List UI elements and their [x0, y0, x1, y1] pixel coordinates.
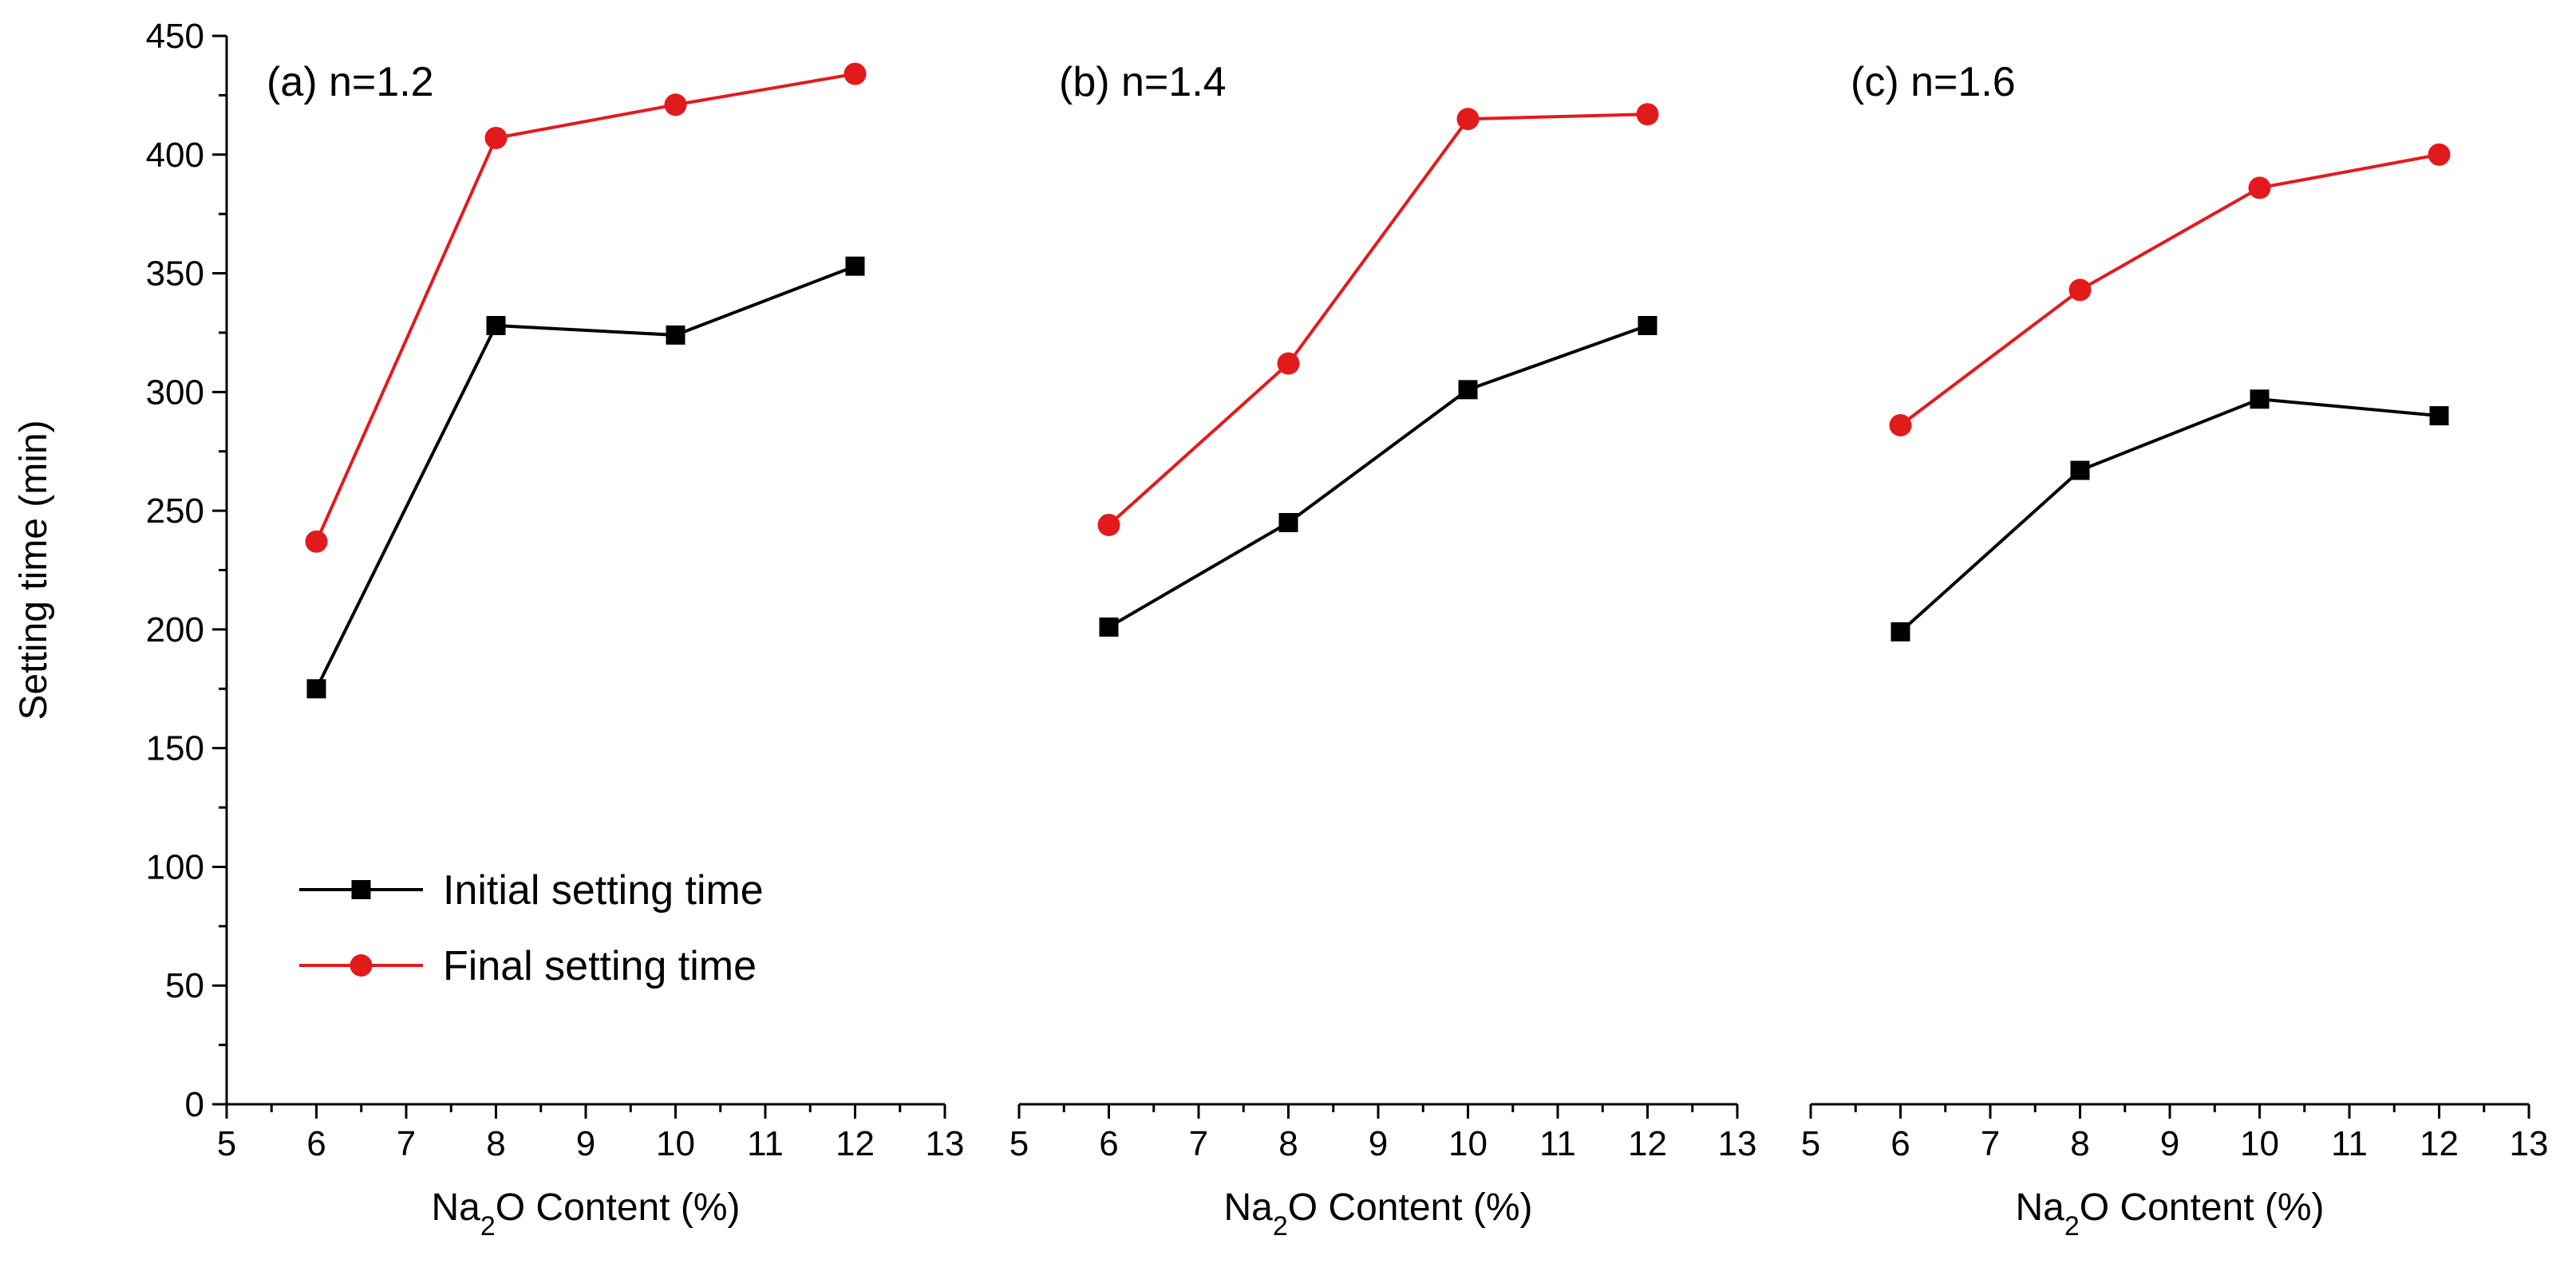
- data-point-final: [1277, 352, 1300, 375]
- y-tick-label: 0: [185, 1085, 204, 1124]
- x-axis-title: Na2O Content (%): [2015, 1186, 2324, 1241]
- y-tick-label: 250: [146, 491, 204, 531]
- x-tick-label: 10: [2240, 1124, 2279, 1163]
- legend: Initial setting time Final setting time: [299, 867, 764, 989]
- data-point-final: [1889, 413, 1912, 436]
- x-tick-label: 11: [2331, 1124, 2368, 1163]
- x-tick-label: 9: [2160, 1124, 2179, 1163]
- data-point-initial: [306, 679, 326, 699]
- x-tick-label: 6: [1099, 1124, 1118, 1163]
- x-tick-label: 6: [1891, 1124, 1910, 1163]
- x-tick-label: 9: [1369, 1124, 1388, 1163]
- legend-marker: [350, 954, 373, 977]
- series-line-final: [314, 72, 855, 543]
- data-point-initial: [2429, 406, 2449, 426]
- series-line-initial: [1899, 397, 2440, 634]
- data-point-final: [2248, 176, 2271, 199]
- data-point-initial: [2070, 460, 2090, 480]
- data-point-final: [1456, 108, 1480, 131]
- series-line-final: [1899, 152, 2440, 427]
- panel-3: 5 6 7 8 9 10 11 12 13 Na2O Content (%) (c) n=1.6: [1801, 59, 2549, 1241]
- x-tick-label: 12: [836, 1124, 875, 1163]
- x-tick-label: 12: [1628, 1124, 1667, 1163]
- legend-label: Final setting time: [443, 943, 757, 989]
- panel-2: 5 6 7 8 9 10 11 12 13 Na2O Content (%) (b) n=1.4: [1009, 59, 1757, 1241]
- x-tick-label: 11: [747, 1124, 784, 1163]
- x-tick-label: 13: [926, 1124, 965, 1163]
- y-tick-label: 400: [146, 136, 204, 175]
- x-tick-label: 8: [1278, 1124, 1298, 1163]
- x-tick-label: 7: [397, 1124, 416, 1163]
- x-tick-label: 5: [1009, 1124, 1029, 1163]
- panel-label: (b) n=1.4: [1059, 59, 1227, 105]
- data-point-initial: [845, 256, 865, 276]
- x-tick-label: 10: [1448, 1124, 1488, 1163]
- x-tick-label: 7: [1981, 1124, 2000, 1163]
- x-axis-title: Na2O Content (%): [1223, 1186, 1532, 1241]
- x-tick-label: 8: [486, 1124, 505, 1163]
- series-line-initial: [1108, 324, 1649, 629]
- data-point-initial: [1458, 380, 1478, 400]
- x-tick-label: 6: [306, 1124, 326, 1163]
- y-tick-label: 50: [165, 966, 204, 1005]
- x-tick-label: 7: [1189, 1124, 1208, 1163]
- data-point-final: [844, 62, 867, 85]
- y-tick-label: 100: [146, 847, 204, 886]
- data-point-final: [1097, 513, 1120, 536]
- series-line-initial: [314, 264, 856, 690]
- y-tick-label: 350: [146, 255, 204, 294]
- data-point-initial: [1891, 622, 1910, 641]
- data-point-initial: [666, 325, 685, 345]
- x-tick-label: 11: [1539, 1124, 1576, 1163]
- data-point-final: [2068, 278, 2092, 302]
- data-point-initial: [486, 316, 506, 336]
- x-axis-title: Na2O Content (%): [431, 1186, 740, 1241]
- data-point-final: [484, 126, 508, 149]
- x-tick-label: 5: [1801, 1124, 1820, 1163]
- data-point-final: [1636, 103, 1659, 126]
- data-point-initial: [1278, 512, 1298, 532]
- panel-1: 5 6 7 8 9 10 11 12 13 0 50 100 150 200 250 300 350 400 450…: [13, 17, 964, 1241]
- data-point-initial: [1099, 617, 1119, 637]
- x-tick-label: 5: [217, 1124, 236, 1163]
- x-tick-label: 13: [1718, 1124, 1757, 1163]
- y-tick-label: 450: [146, 17, 204, 56]
- x-tick-label: 12: [2420, 1124, 2459, 1163]
- legend-label: Initial setting time: [443, 867, 764, 914]
- legend-marker: [351, 880, 371, 899]
- y-tick-label: 150: [146, 729, 204, 768]
- data-point-final: [305, 530, 328, 553]
- y-axis-title: Setting time (min): [13, 420, 55, 720]
- panel-label: (c) n=1.6: [1851, 59, 2016, 105]
- data-point-final: [2428, 143, 2451, 166]
- series-line-final: [1108, 113, 1648, 527]
- x-tick-label: 9: [576, 1124, 595, 1163]
- data-point-initial: [1638, 316, 1657, 336]
- x-tick-label: 13: [2510, 1124, 2549, 1163]
- y-tick-label: 300: [146, 373, 204, 412]
- data-point-final: [664, 93, 687, 116]
- panel-label: (a) n=1.2: [267, 59, 434, 105]
- x-tick-label: 8: [2070, 1124, 2089, 1163]
- x-tick-label: 10: [656, 1124, 695, 1163]
- data-point-initial: [2250, 389, 2270, 409]
- y-tick-label: 200: [146, 610, 204, 649]
